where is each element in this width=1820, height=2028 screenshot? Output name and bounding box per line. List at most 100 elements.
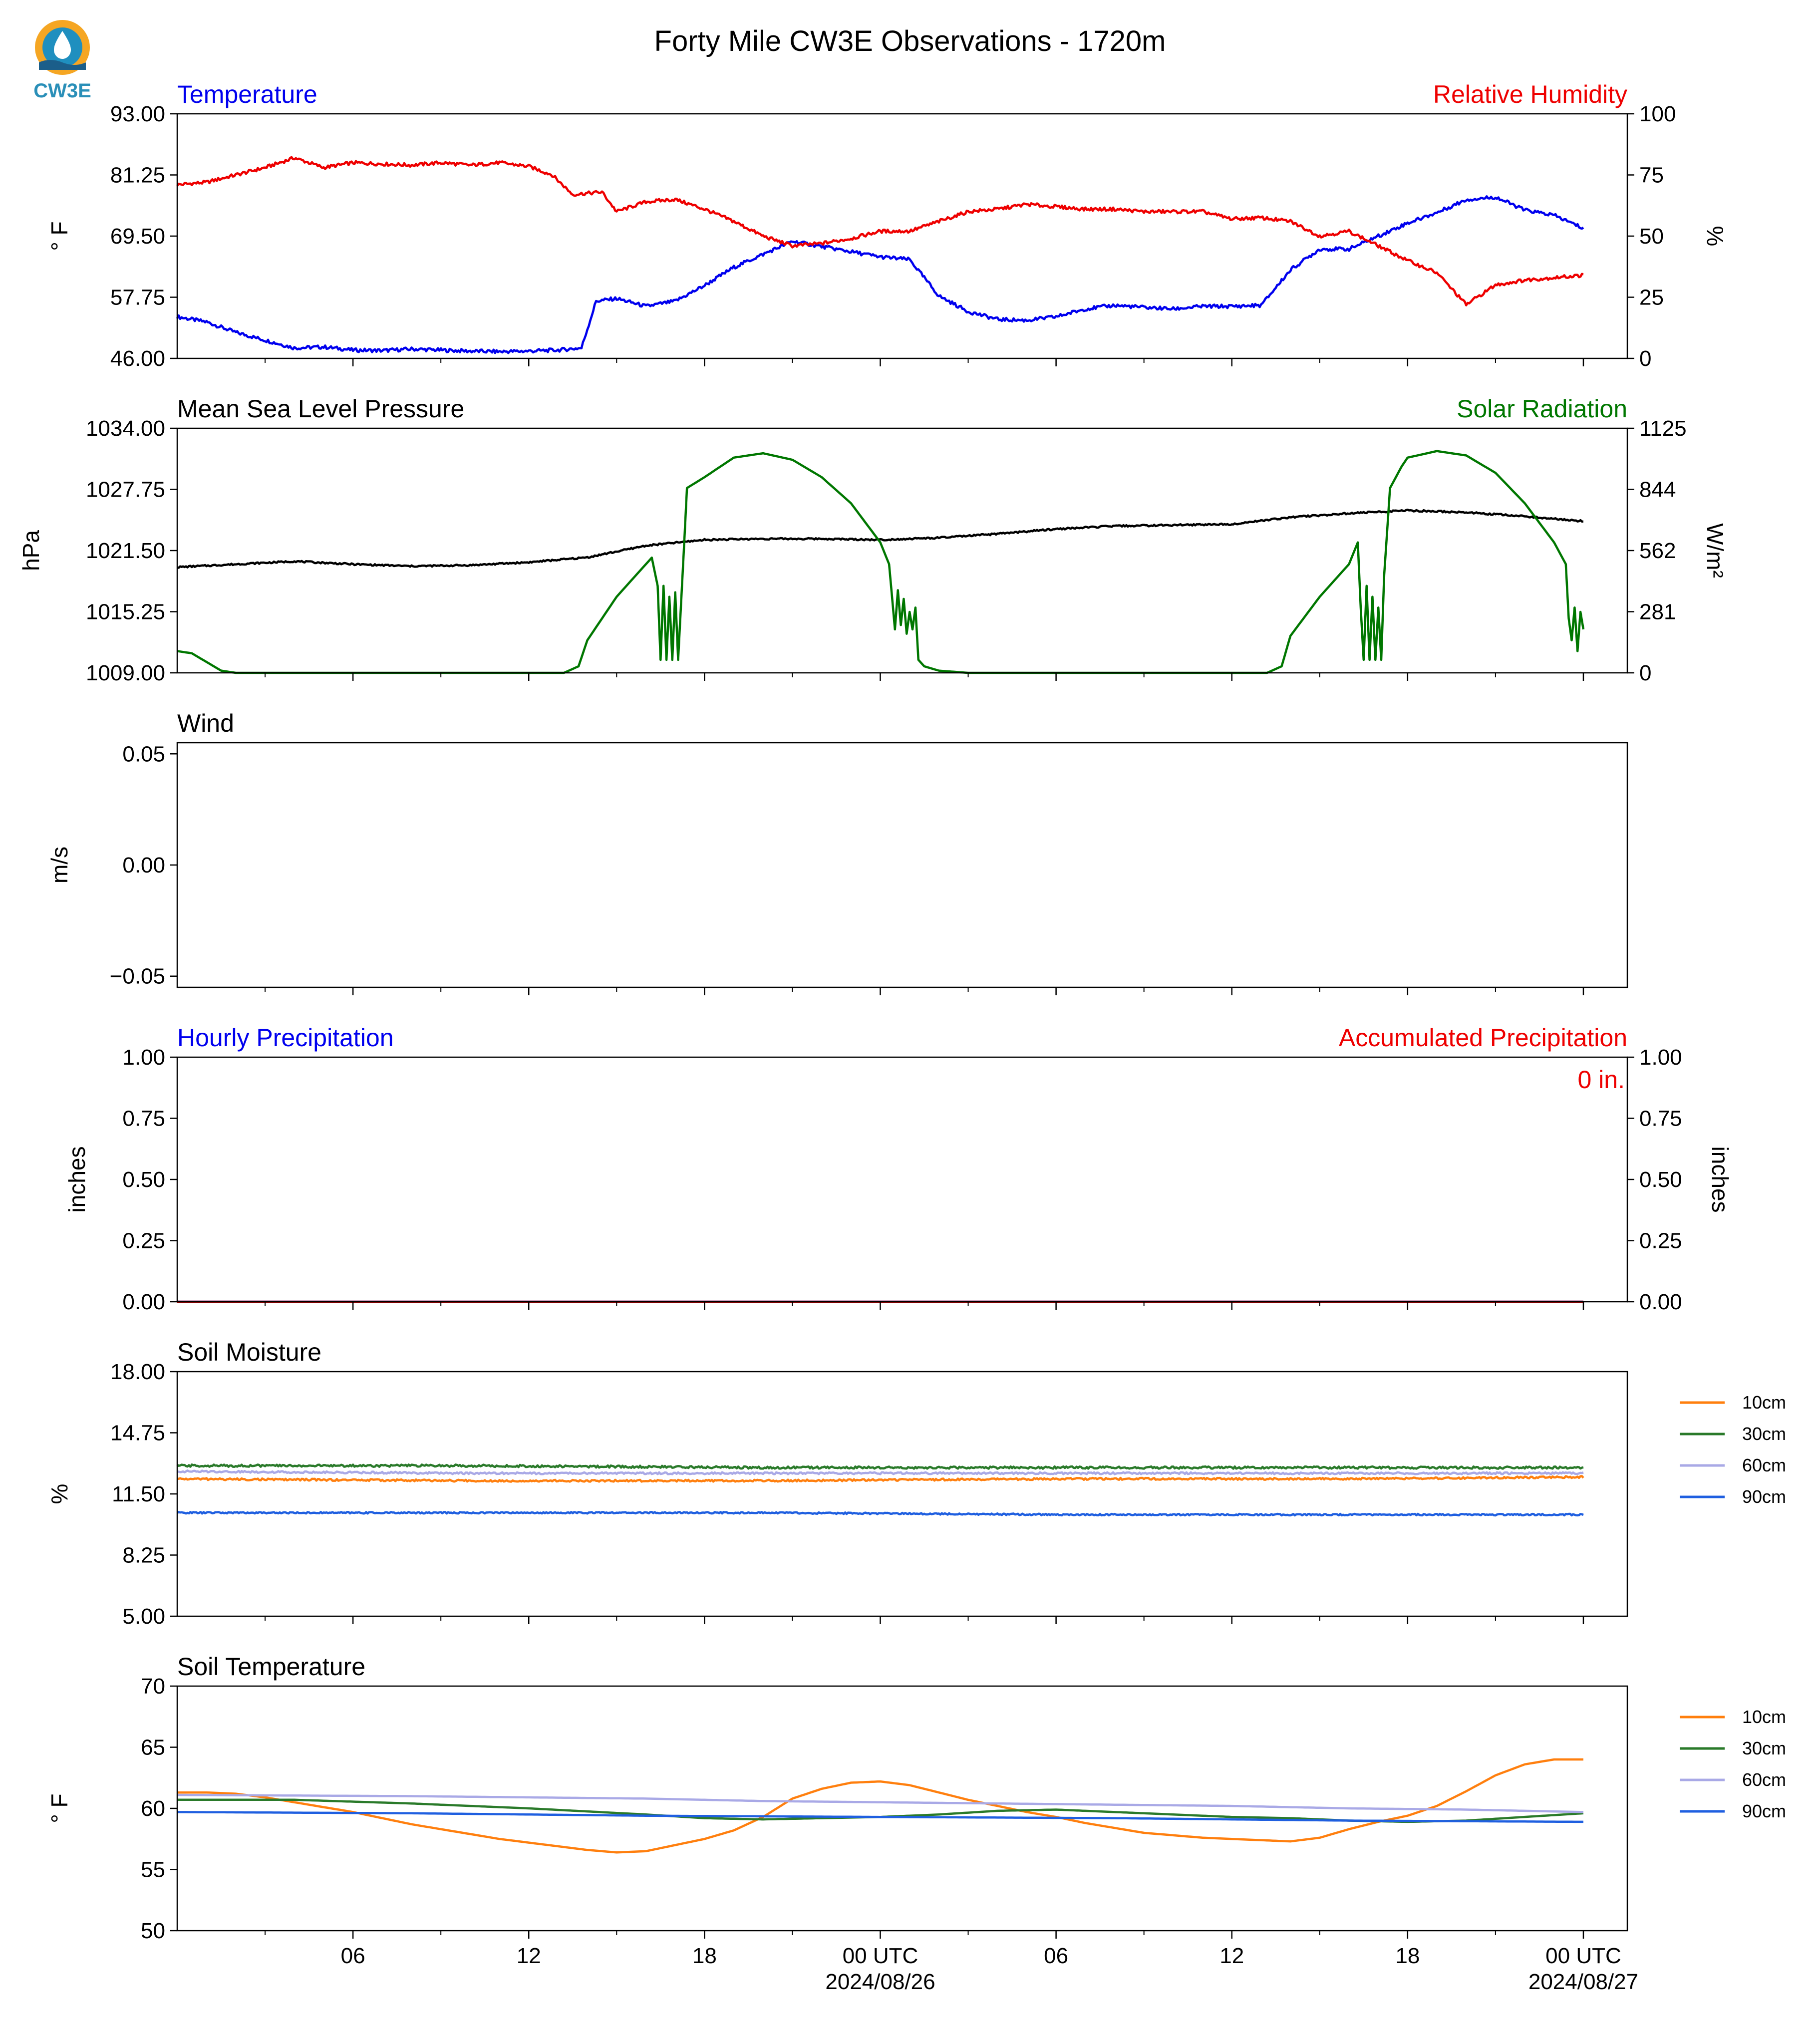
series-line-60cm bbox=[177, 1469, 1584, 1475]
panel-title-right: Accumulated Precipitation bbox=[1339, 1024, 1627, 1052]
y-tick-label: 1.00 bbox=[122, 1045, 165, 1070]
x-tick-label: 12 bbox=[517, 1944, 541, 1968]
legend-entry-10cm: 10cm bbox=[1742, 1392, 1786, 1413]
panel-pressure-solar: Mean Sea Level Pressure Solar Radiation hP… bbox=[18, 395, 1728, 685]
series-line-left bbox=[177, 508, 1584, 569]
y-tick-label: 0.25 bbox=[122, 1229, 165, 1253]
y-tick-label: 70 bbox=[141, 1674, 165, 1699]
y-tick-label: 18.00 bbox=[110, 1360, 165, 1384]
panel-title-left: Mean Sea Level Pressure bbox=[177, 395, 464, 423]
legend: 10cm 30cm 60cm 90cm bbox=[1680, 1707, 1786, 1821]
legend-entry-90cm: 90cm bbox=[1742, 1486, 1786, 1507]
y2-tick-label: 100 bbox=[1639, 102, 1676, 126]
y-tick-label: 0.75 bbox=[122, 1107, 165, 1131]
panel-soil-moisture: Soil Moisture% 18.00 14.75 11.50 8.25 5.00 10c… bbox=[46, 1338, 1786, 1629]
panel-title-left: Temperature bbox=[177, 80, 317, 108]
y-tick-label: 81.25 bbox=[110, 163, 165, 188]
y2-axis-label: W/m² bbox=[1702, 523, 1728, 578]
panel-title-left: Soil Moisture bbox=[177, 1338, 321, 1366]
y2-tick-label: 0 bbox=[1639, 661, 1651, 685]
y-tick-label: −0.05 bbox=[110, 964, 165, 989]
x-date-label: 2024/08/26 bbox=[825, 1970, 935, 1994]
y-tick-label: 0.50 bbox=[122, 1167, 165, 1192]
y-tick-label: 57.75 bbox=[110, 286, 165, 310]
y2-tick-label: 281 bbox=[1639, 600, 1676, 624]
series-line-90cm bbox=[177, 1811, 1583, 1823]
series-line-10cm bbox=[177, 1475, 1584, 1483]
y2-axis-label: inches bbox=[1707, 1147, 1733, 1213]
y-tick-label: 11.50 bbox=[112, 1482, 165, 1506]
series-line-10cm bbox=[177, 1758, 1583, 1854]
panel-precipitation: Hourly Precipitation Accumulated Precipit… bbox=[64, 1024, 1733, 1314]
panel-title-right: Solar Radiation bbox=[1457, 395, 1627, 423]
y2-tick-label: 0.50 bbox=[1639, 1167, 1682, 1192]
panel-wind: Wind m/s 0.05 0.00 −0.05 bbox=[46, 709, 1628, 995]
y-axis-label: ° F bbox=[46, 221, 72, 251]
y2-tick-label: 844 bbox=[1639, 478, 1676, 502]
y-tick-label: 93.00 bbox=[110, 102, 165, 126]
y-tick-label: 5.00 bbox=[122, 1604, 165, 1629]
y2-tick-label: 562 bbox=[1639, 539, 1676, 563]
panel-title-left: Wind bbox=[177, 709, 234, 737]
y-tick-label: 0.05 bbox=[122, 742, 165, 766]
y-tick-label: 1009.00 bbox=[86, 661, 165, 685]
y-tick-label: 46.00 bbox=[110, 346, 165, 371]
y-axis-label: m/s bbox=[46, 847, 72, 883]
y-tick-label: 65 bbox=[141, 1736, 165, 1760]
legend-entry-30cm: 30cm bbox=[1742, 1424, 1786, 1444]
y2-tick-label: 25 bbox=[1639, 286, 1664, 310]
y-tick-label: 8.25 bbox=[122, 1543, 165, 1568]
y2-tick-label: 75 bbox=[1639, 163, 1664, 188]
logo-wave-icon bbox=[39, 60, 86, 70]
plot-frame bbox=[176, 1056, 1628, 1303]
y2-tick-label: 50 bbox=[1639, 224, 1664, 249]
legend-entry-10cm: 10cm bbox=[1742, 1707, 1786, 1727]
plot-frame bbox=[176, 113, 1628, 359]
y-axis-label: ° F bbox=[46, 1793, 72, 1823]
panel-title-right: Relative Humidity bbox=[1433, 80, 1627, 108]
y2-tick-label: 0.75 bbox=[1639, 1107, 1682, 1131]
y2-tick-label: 0.00 bbox=[1639, 1290, 1682, 1314]
y-tick-label: 0.00 bbox=[122, 853, 165, 877]
logo-drop-icon bbox=[54, 31, 71, 59]
x-tick-label: 18 bbox=[692, 1944, 717, 1968]
x-tick-label: 18 bbox=[1395, 1944, 1420, 1968]
panel-title-left: Soil Temperature bbox=[177, 1653, 365, 1681]
x-date-label: 2024/08/27 bbox=[1528, 1970, 1638, 1994]
y2-tick-label: 1125 bbox=[1639, 416, 1687, 441]
y-tick-label: 50 bbox=[141, 1919, 165, 1943]
y-tick-label: 1034.00 bbox=[86, 416, 165, 441]
plot-frame bbox=[176, 742, 1628, 988]
legend: 10cm 30cm 60cm 90cm bbox=[1680, 1392, 1786, 1507]
panel-temperature-humidity: Temperature Relative Humidity ° F % 93.00 81.… bbox=[46, 80, 1728, 371]
y-tick-label: 1015.25 bbox=[86, 600, 165, 624]
series-line-left bbox=[176, 195, 1584, 354]
y2-tick-label: 0.25 bbox=[1639, 1229, 1682, 1253]
panels: Temperature Relative Humidity ° F % 93.00 81.… bbox=[18, 80, 1786, 1943]
series-line-right bbox=[176, 156, 1584, 306]
cw3e-logo: CW3E bbox=[33, 20, 91, 102]
series-line-90cm bbox=[176, 1510, 1584, 1517]
y2-tick-label: 1.00 bbox=[1639, 1045, 1682, 1070]
y-tick-label: 55 bbox=[141, 1858, 165, 1882]
legend-entry-60cm: 60cm bbox=[1742, 1769, 1786, 1790]
y-axis-label: inches bbox=[64, 1147, 90, 1213]
y-tick-label: 1021.50 bbox=[86, 539, 165, 563]
y2-axis-label: % bbox=[1702, 226, 1728, 247]
series-line-60cm bbox=[177, 1793, 1584, 1813]
x-tick-label: 12 bbox=[1219, 1944, 1244, 1968]
series-line-right bbox=[177, 450, 1585, 674]
legend-entry-90cm: 90cm bbox=[1742, 1801, 1786, 1821]
y-tick-label: 14.75 bbox=[110, 1421, 165, 1446]
y-tick-label: 1027.75 bbox=[86, 478, 165, 502]
y-axis-label: hPa bbox=[18, 530, 44, 571]
plot-frame bbox=[176, 427, 1628, 674]
chart-title: Forty Mile CW3E Observations - 1720m bbox=[654, 25, 1166, 57]
x-tick-label: 06 bbox=[341, 1944, 365, 1968]
series-line-30cm bbox=[176, 1463, 1584, 1470]
x-tick-label: 00 UTC bbox=[1545, 1944, 1621, 1968]
legend-entry-60cm: 60cm bbox=[1742, 1455, 1786, 1475]
y2-tick-label: 0 bbox=[1639, 346, 1651, 371]
